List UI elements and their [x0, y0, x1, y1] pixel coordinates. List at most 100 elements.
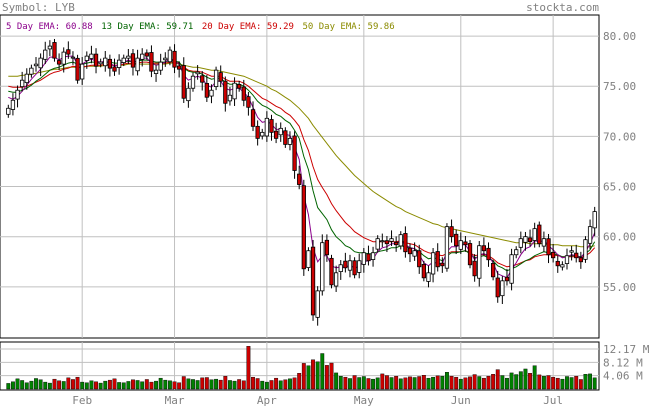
- candle-body: [195, 71, 200, 75]
- candle-body: [324, 239, 330, 256]
- volume-bar: [66, 377, 71, 390]
- volume-bar: [52, 378, 57, 390]
- candle-body: [6, 107, 11, 115]
- volume-bar: [10, 381, 15, 390]
- candle-body: [264, 117, 270, 137]
- legend-ema50: 50 Day EMA: 59.86: [303, 22, 395, 32]
- candle-body: [126, 55, 131, 59]
- candle-body: [158, 61, 163, 71]
- candle-body: [421, 263, 426, 279]
- candle-body: [449, 226, 454, 238]
- volume-bar: [426, 377, 431, 390]
- volume-bar: [532, 365, 537, 390]
- candle-body: [389, 238, 394, 242]
- candle-body: [149, 52, 154, 72]
- volume-bar: [311, 359, 315, 390]
- volume-bar: [491, 374, 496, 390]
- volume-bar: [560, 378, 565, 390]
- candle-body: [384, 240, 390, 245]
- volume-bar: [89, 380, 94, 390]
- volume-bar: [343, 376, 348, 390]
- volume-bar: [149, 381, 154, 390]
- volume-bar: [98, 382, 103, 390]
- candle-body: [66, 49, 71, 55]
- candle-body: [33, 63, 39, 67]
- volume-bar: [135, 380, 140, 390]
- volume-bar: [541, 375, 546, 390]
- candle-body: [260, 131, 265, 137]
- legend-ema20: 20 Day EMA: 59.29: [202, 22, 294, 32]
- candle-body: [56, 60, 62, 65]
- candle-body: [490, 262, 496, 278]
- candle-body: [394, 241, 399, 246]
- volume-tick-label: 8.12 M: [603, 356, 643, 369]
- volume-bar: [306, 365, 311, 390]
- candle-body: [375, 238, 380, 250]
- y-tick-label: 65.00: [603, 181, 636, 194]
- volume-bar: [463, 377, 468, 390]
- y-tick-label: 60.00: [603, 231, 636, 244]
- candle-body: [361, 252, 366, 265]
- volume-bar: [555, 377, 560, 390]
- candle-body: [47, 45, 52, 50]
- x-tick-label: Jun: [451, 394, 471, 406]
- candle-body: [167, 49, 173, 63]
- volume-tick-label: 12.17 M: [603, 343, 650, 356]
- volume-bar: [574, 375, 579, 390]
- y-tick-label: 80.00: [603, 30, 636, 43]
- volume-bar: [329, 362, 334, 390]
- candle-body: [24, 73, 29, 84]
- candle-body: [472, 260, 477, 277]
- candle-body: [232, 82, 237, 100]
- candle-body: [509, 254, 514, 284]
- volume-bar: [107, 379, 112, 390]
- candle-body: [551, 251, 556, 259]
- volume-bar: [495, 369, 500, 390]
- volume-bar: [371, 378, 375, 390]
- candle-body: [116, 59, 122, 68]
- volume-bar: [154, 380, 158, 390]
- candle-body: [343, 260, 348, 269]
- candle-body: [454, 233, 459, 247]
- candle-body: [546, 238, 551, 256]
- volume-bar: [34, 378, 38, 390]
- volume-bar: [181, 376, 186, 390]
- y-tick-label: 70.00: [603, 130, 636, 143]
- candle-body: [583, 239, 588, 260]
- candle-body: [347, 260, 353, 271]
- volume-bar: [454, 376, 459, 390]
- volume-bar: [403, 377, 408, 390]
- volume-bar: [264, 381, 269, 390]
- candle-body: [70, 56, 76, 59]
- candle-body: [587, 226, 593, 244]
- volume-bar: [546, 375, 551, 390]
- volume-bar: [191, 379, 195, 390]
- candle-body: [541, 238, 547, 247]
- volume-bar: [200, 377, 205, 390]
- volume-bar: [269, 380, 274, 390]
- volume-bar: [417, 376, 422, 390]
- candle-body: [338, 264, 343, 272]
- volume-bar: [361, 376, 366, 390]
- volume-bar: [241, 380, 246, 390]
- candle-body: [329, 257, 334, 286]
- candle-body: [269, 119, 274, 133]
- candle-body: [186, 87, 191, 102]
- candle-body: [98, 61, 103, 65]
- volume-bar: [320, 353, 325, 390]
- volume-bar: [15, 378, 20, 390]
- volume-bar: [481, 377, 486, 390]
- x-tick-label: Feb: [72, 394, 92, 406]
- candle-body: [43, 49, 48, 60]
- volume-bar: [20, 380, 25, 390]
- candle-body: [80, 63, 85, 80]
- volume-bar: [24, 382, 29, 390]
- volume-bar: [408, 376, 412, 390]
- x-tick-label: Mar: [165, 394, 185, 406]
- volume-bar: [255, 378, 260, 390]
- volume-bar: [297, 373, 302, 390]
- candle-body: [213, 69, 219, 88]
- volume-tick-label: 4.06 M: [603, 370, 643, 383]
- volume-bar: [251, 376, 255, 390]
- volume-bar: [315, 361, 320, 390]
